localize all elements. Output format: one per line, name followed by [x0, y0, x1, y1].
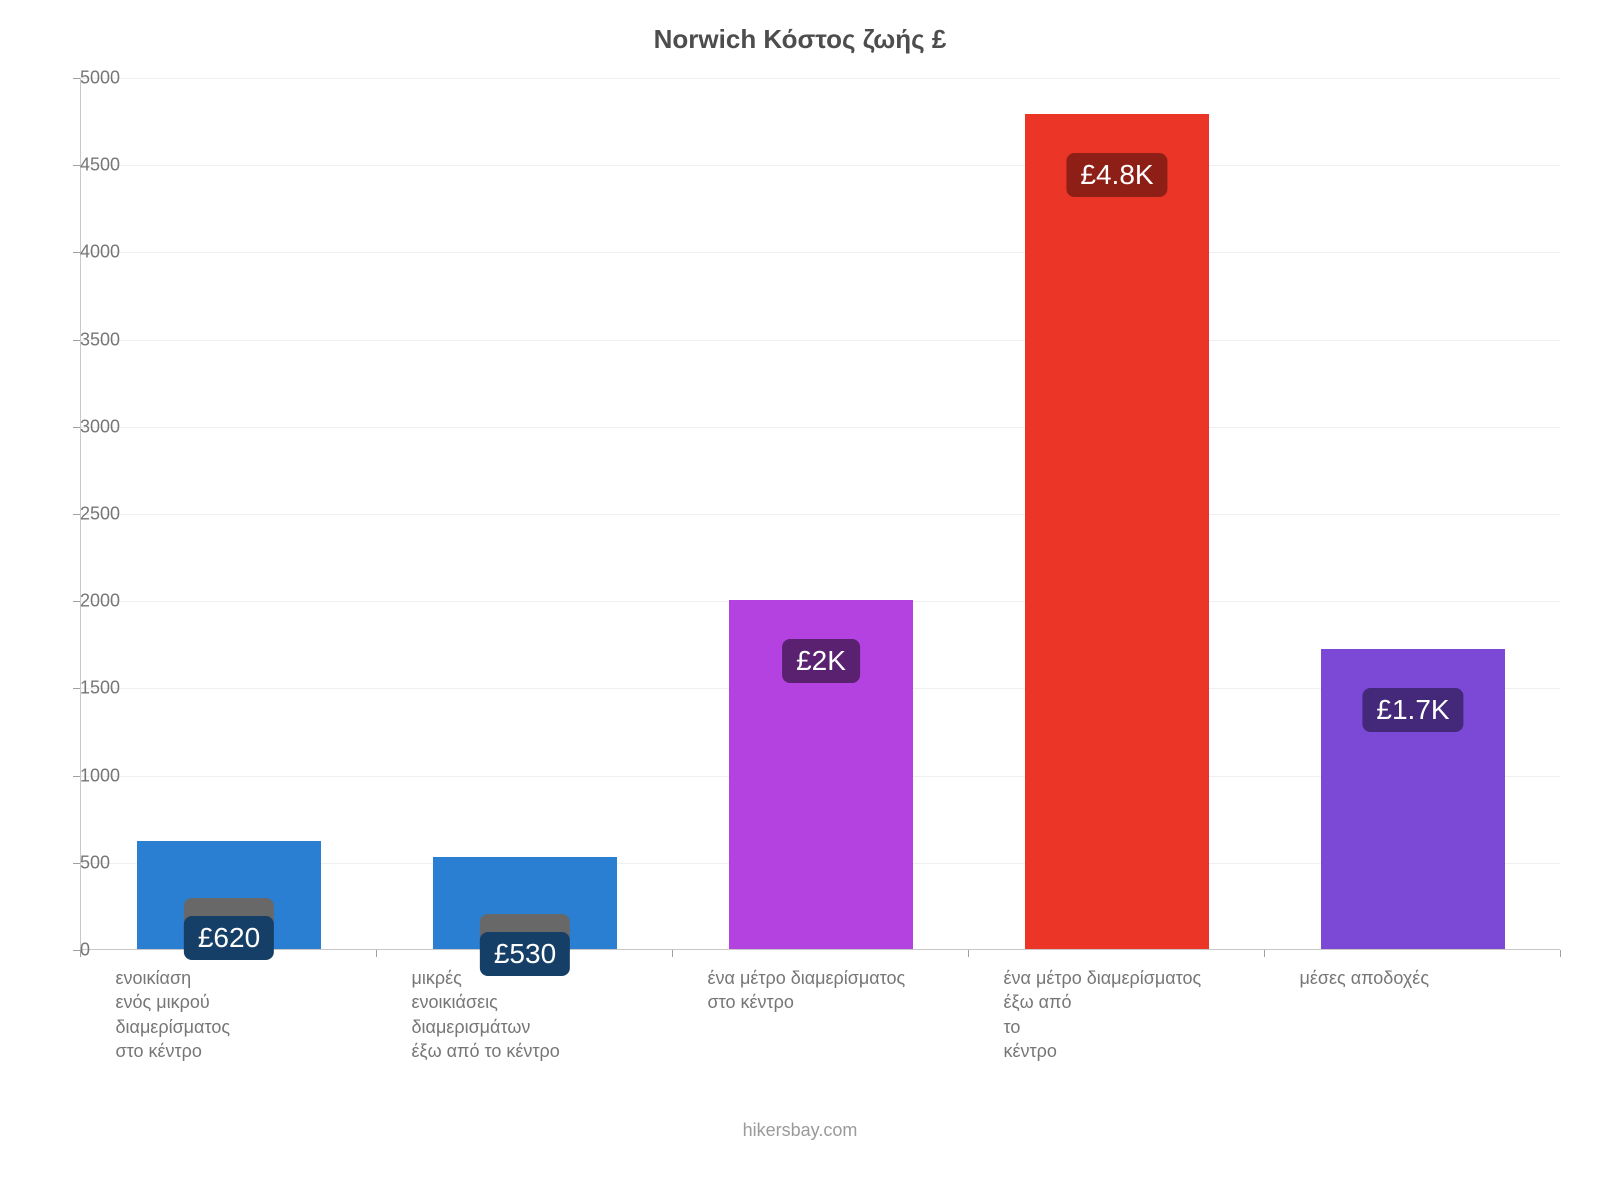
x-axis-category-label: ένα μέτρο διαμερίσματοςέξω απότοκέντρο — [1004, 966, 1202, 1063]
y-tick — [73, 601, 80, 602]
x-axis-category-label: ένα μέτρο διαμερίσματοςστο κέντρο — [708, 966, 906, 1015]
grid-line — [81, 340, 1560, 341]
grid-line — [81, 514, 1560, 515]
x-tick — [376, 950, 377, 957]
y-tick — [73, 776, 80, 777]
y-tick — [73, 78, 80, 79]
value-badge: £620 — [184, 916, 274, 960]
y-tick — [73, 252, 80, 253]
x-tick — [80, 950, 81, 957]
grid-line — [81, 78, 1560, 79]
y-tick — [73, 165, 80, 166]
value-badge: £1.7K — [1362, 688, 1463, 732]
x-axis-category-label: μέσες αποδοχές — [1300, 966, 1429, 990]
y-tick — [73, 863, 80, 864]
bar — [1025, 114, 1209, 949]
credit-text: hikersbay.com — [0, 1120, 1600, 1141]
y-tick — [73, 688, 80, 689]
y-tick — [73, 514, 80, 515]
value-badge: £2K — [782, 639, 860, 683]
x-tick — [672, 950, 673, 957]
grid-line — [81, 427, 1560, 428]
value-badge: £4.8K — [1066, 153, 1167, 197]
x-tick — [968, 950, 969, 957]
chart-container: Norwich Κόστος ζωής £ £620£620£530£530£2… — [0, 0, 1600, 1200]
x-tick — [1264, 950, 1265, 957]
y-tick — [73, 427, 80, 428]
x-tick — [1560, 950, 1561, 957]
grid-line — [81, 165, 1560, 166]
grid-line — [81, 252, 1560, 253]
x-axis-category-label: ενοικίασηενός μικρούδιαμερίσματοςστο κέν… — [116, 966, 231, 1063]
y-tick — [73, 950, 80, 951]
plot-area: £620£620£530£530£2K£4.8K£1.7K — [80, 78, 1560, 950]
y-tick — [73, 340, 80, 341]
x-axis-category-label: μικρέςενοικιάσειςδιαμερισμάτωνέξω από το… — [412, 966, 560, 1063]
chart-title: Norwich Κόστος ζωής £ — [0, 24, 1600, 55]
